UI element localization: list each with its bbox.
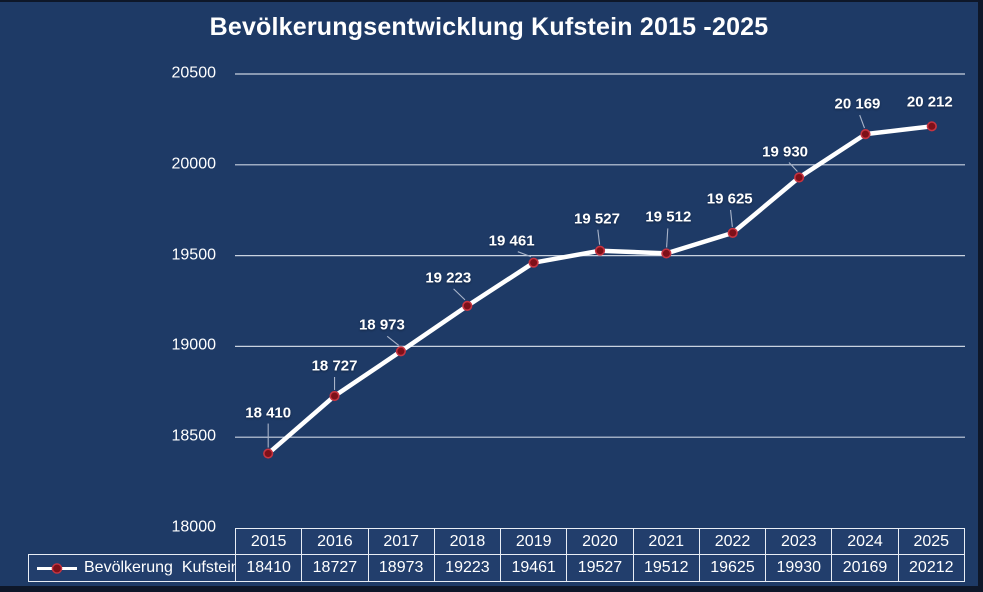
data-label-2024: 20 169 [834, 95, 881, 113]
line-series-icon [37, 562, 77, 574]
data-label-2025: 20 212 [906, 93, 953, 111]
table-year-row: 2015 2016 2017 2018 2019 2020 2021 2022 2023 2024… [235, 528, 965, 555]
value-cell-2022: 19625 [698, 555, 766, 581]
legend-label: Bevölkerung Kufstein [84, 559, 235, 576]
table-value-row: Bevölkerung Kufstein 18410 18727 18973 1922… [28, 554, 965, 582]
label-leader-2019 [517, 251, 532, 258]
population-series-line [265, 124, 935, 456]
data-label-2017: 18 973 [358, 316, 405, 334]
value-cell-2023: 19930 [765, 555, 832, 581]
year-cell-2016: 2016 [301, 529, 368, 555]
year-cell-2022: 2022 [698, 529, 766, 555]
year-cell-2023: 2023 [765, 529, 832, 555]
y-axis-label-20000: 20000 [171, 155, 217, 173]
y-axis-label-18500: 18500 [171, 427, 217, 445]
data-point-2023 [793, 172, 805, 183]
data-point-2018 [462, 300, 473, 312]
data-point-2024 [860, 129, 871, 140]
value-cell-2017: 18973 [367, 555, 434, 581]
label-leader-2020 [597, 229, 601, 245]
year-cell-2017: 2017 [367, 529, 434, 555]
label-leader-2023 [788, 162, 798, 172]
value-cell-2015: 18410 [235, 555, 302, 581]
value-cell-2021: 19512 [632, 555, 699, 581]
data-label-2022: 19 625 [706, 190, 753, 208]
data-point-2016 [329, 390, 340, 402]
data-point-2022 [727, 227, 738, 238]
data-point-2020 [594, 245, 606, 256]
y-axis-label-19000: 19000 [171, 337, 217, 355]
label-leader-2021 [666, 228, 669, 248]
year-cell-2015: 2015 [236, 529, 302, 555]
chart-title: Bevölkerungsentwicklung Kufstein 2015 -2… [209, 13, 769, 41]
value-cell-2020: 19527 [566, 555, 633, 581]
year-cell-2020: 2020 [566, 529, 633, 555]
value-cell-2018: 19223 [433, 555, 501, 581]
data-point-2019 [528, 257, 539, 268]
data-label-2018: 19 223 [425, 269, 472, 287]
data-label-2021: 19 512 [645, 208, 692, 226]
value-cell-2024: 20169 [831, 555, 898, 581]
year-cell-2021: 2021 [632, 529, 699, 555]
value-cell-2016: 18727 [301, 555, 368, 581]
data-label-2019: 19 461 [488, 232, 535, 250]
label-leader-2024 [859, 114, 866, 129]
year-cell-2025: 2025 [897, 529, 964, 555]
year-cell-2019: 2019 [500, 529, 567, 555]
year-cell-2018: 2018 [433, 529, 501, 555]
data-label-2023: 19 930 [762, 143, 809, 160]
year-cell-2024: 2024 [831, 529, 898, 555]
y-axis-label-19500: 19500 [171, 246, 217, 264]
label-leader-2022 [730, 209, 733, 227]
y-axis-label-18000: 18000 [171, 518, 217, 536]
data-label-2015: 18 410 [245, 404, 292, 422]
value-cell-2025: 20212 [897, 555, 964, 581]
value-cell-2019: 19461 [500, 555, 567, 581]
data-point-2015 [263, 448, 274, 459]
data-point-2025 [926, 121, 937, 132]
data-point-2021 [661, 248, 672, 259]
data-label-2020: 19 527 [574, 210, 620, 228]
y-axis-label-20500: 20500 [171, 64, 217, 82]
label-leader-2017 [386, 335, 399, 346]
data-label-2016: 18 727 [311, 357, 358, 375]
data-point-2017 [395, 346, 407, 357]
label-leader-2018 [453, 288, 466, 301]
legend-cell: Bevölkerung Kufstein [29, 555, 235, 581]
